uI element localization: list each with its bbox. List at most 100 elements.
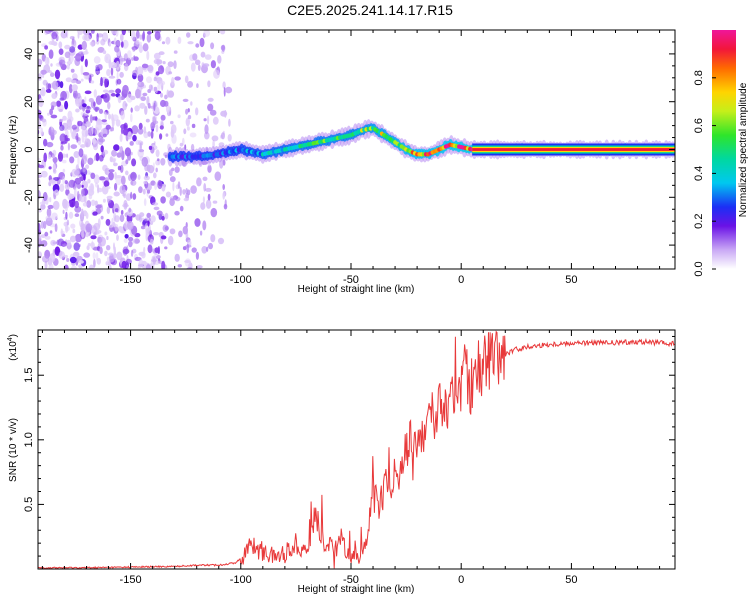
spectrogram-noise-speck: [111, 117, 115, 127]
spectrogram-noise-speck: [182, 98, 189, 102]
spectrogram-noise-speck: [64, 134, 68, 144]
spectrogram-noise-speck: [84, 58, 88, 68]
spectrogram-noise-speck: [64, 51, 71, 59]
spectrogram-noise-speck: [210, 234, 216, 243]
spectrogram-noise-speck: [67, 142, 70, 151]
spectrogram-noise-speck: [50, 72, 55, 77]
spectrogram-noise-speck: [212, 200, 218, 204]
spectrogram-noise-speck: [123, 238, 128, 243]
spectrogram-noise-speck: [189, 132, 197, 138]
spectrogram-noise-speck: [48, 126, 52, 136]
spectrogram-noise-speck: [156, 255, 161, 259]
spectrogram-noise-speck: [66, 239, 72, 247]
spectrogram-noise-speck: [203, 118, 207, 122]
spectrogram-noise-speck: [50, 114, 58, 119]
spectrogram-noise-speck: [115, 119, 121, 127]
spectrogram-noise-speck: [70, 265, 77, 269]
spectrogram-noise-speck: [100, 76, 103, 87]
spectrogram-noise-speck: [122, 203, 129, 208]
spectrogram-noise-speck: [115, 60, 120, 71]
spectrogram-noise-speck: [120, 41, 124, 48]
spectrogram-noise-speck: [91, 225, 98, 235]
spectrogram-noise-speck: [184, 258, 192, 267]
spectrogram-noise-speck: [157, 83, 161, 90]
spectrogram-noise-speck: [145, 118, 150, 123]
spectrogram-noise-speck: [200, 202, 206, 210]
spectrogram-noise-speck: [201, 246, 208, 254]
spectrogram-noise-speck: [143, 198, 147, 207]
spectrogram-noise-speck: [64, 44, 71, 50]
spectrogram-noise-speck: [47, 154, 52, 160]
spectrogram-noise-speck: [90, 235, 97, 240]
spectrogram-noise-speck: [133, 47, 136, 52]
spectrogram-noise-speck: [150, 130, 154, 139]
spectrogram-noise-speck: [153, 52, 161, 60]
spectrogram-noise-speck: [103, 93, 110, 103]
spectrogram-noise-speck: [90, 80, 95, 84]
spectrogram-noise-speck: [210, 207, 218, 218]
spectrogram-noise-speck: [120, 210, 124, 215]
spectrogram-noise-speck: [107, 261, 111, 266]
spectrogram-noise-speck: [204, 131, 210, 140]
spectrogram-noise-speck: [123, 193, 126, 199]
spectrogram-noise-speck: [80, 78, 84, 82]
spectrogram-noise-speck: [79, 195, 86, 203]
spectrogram-noise-speck: [44, 231, 49, 237]
spectrogram-noise-speck: [56, 239, 60, 246]
spectrogram-noise-speck: [119, 214, 125, 223]
spectrogram-noise-speck: [125, 103, 128, 107]
spectrogram-noise-speck: [161, 41, 166, 45]
spectrogram-noise-speck: [217, 237, 225, 245]
spectrogram-noise-speck: [138, 186, 143, 194]
spectrogram-noise-speck: [127, 131, 132, 140]
spectrogram-noise-speck: [99, 246, 103, 255]
spectrogram-noise-speck: [45, 215, 52, 221]
spectrogram-noise-speck: [86, 200, 92, 208]
spectrogram-y-axis-label: Frequency (Hz): [8, 116, 19, 185]
spectrogram-noise-speck: [92, 252, 96, 260]
spectrogram-noise-speck: [81, 223, 87, 232]
spectrogram-noise-speck: [93, 101, 96, 107]
spectrogram-noise-speck: [89, 264, 94, 269]
spectrogram-noise-speck: [168, 71, 173, 75]
spectrogram-noise-speck: [142, 188, 146, 195]
spectrogram-noise-speck: [40, 204, 46, 210]
spectrogram-noise-speck: [130, 107, 133, 113]
spectrogram-noise-speck: [58, 48, 64, 55]
spectrogram-noise-speck: [142, 92, 148, 97]
spectrogram-noise-speck: [38, 58, 43, 66]
spectrogram-noise-speck: [38, 178, 41, 185]
spectrogram-noise-speck: [54, 223, 58, 233]
spectrogram-noise-speck: [144, 217, 149, 222]
spectrogram-noise-speck: [68, 179, 76, 188]
spectrogram-noise-speck: [186, 243, 190, 254]
spectrogram-noise-speck: [147, 244, 153, 254]
spectrogram-noise-speck: [86, 105, 90, 109]
spectrogram-noise-speck: [106, 256, 110, 263]
spectrogram-noise-speck: [224, 110, 227, 118]
spectrogram-noise-speck: [149, 238, 154, 245]
spectrogram-noise-speck: [90, 172, 96, 179]
spectrogram-noise-speck: [225, 86, 233, 94]
spectrogram-noise-speck: [94, 127, 100, 136]
spectrogram-noise-speck: [81, 40, 88, 51]
spectrogram-noise-speck: [207, 115, 210, 125]
snr-frame: [37, 329, 676, 570]
spectrogram-noise-speck: [82, 202, 88, 207]
spectrogram-noise-speck: [110, 127, 114, 132]
spectrogram-noise-speck: [164, 212, 169, 220]
spectrogram-noise-speck: [49, 230, 53, 234]
spectrogram-noise-speck: [74, 55, 81, 59]
spectrogram-noise-speck: [155, 71, 160, 76]
spectrogram-noise-speck: [93, 258, 96, 268]
snr-y-axis-label: SNR (10 * v/v): [8, 418, 19, 482]
spectrogram-noise-speck: [203, 183, 207, 192]
spectrogram-noise-speck: [208, 242, 213, 250]
spectrogram-noise-speck: [116, 251, 123, 261]
snr-panel: -150 -100 -50 0 50 0.5 1.0 1.5 Height of strai…: [7, 329, 676, 595]
snr-scale-note-base: (x10: [8, 341, 19, 361]
spectrogram-noise-speck: [154, 86, 158, 92]
spectrogram-noise-speck: [174, 76, 181, 81]
x-tick-label: -150: [120, 274, 142, 286]
